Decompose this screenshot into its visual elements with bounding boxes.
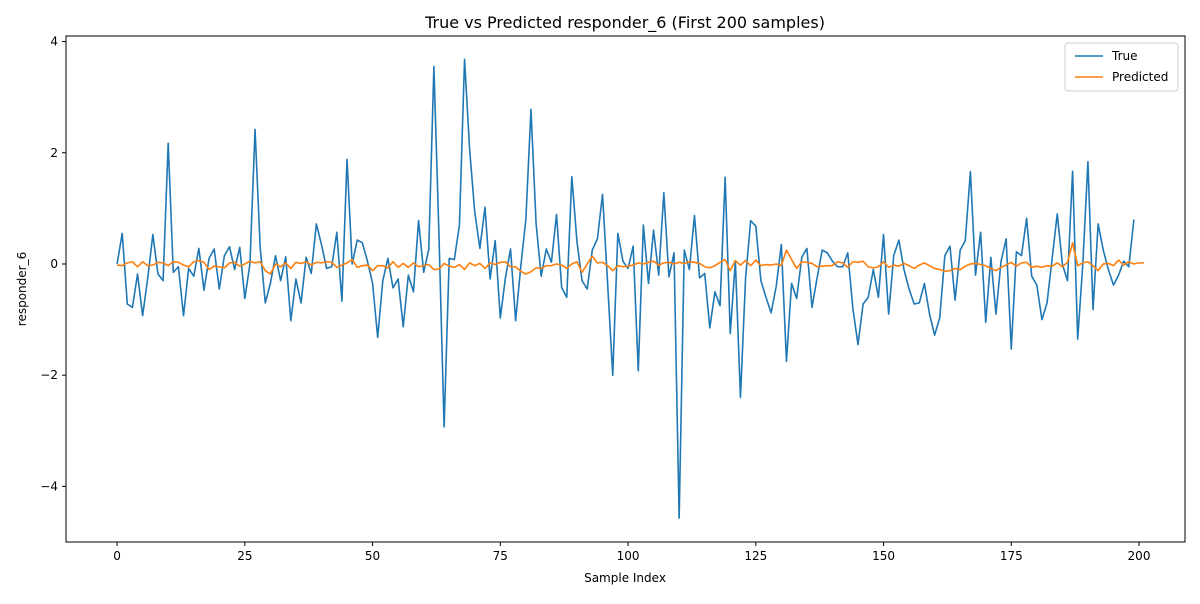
series-layer <box>116 58 1145 519</box>
y-tick-label: 2 <box>50 146 58 160</box>
x-tick-label: 150 <box>872 549 895 563</box>
x-axis: 0 25 50 75 100 125 150 175 200 <box>113 542 1150 563</box>
y-axis: −4 −2 0 2 4 <box>40 35 66 493</box>
x-tick-label: 200 <box>1128 549 1151 563</box>
x-tick-label: 0 <box>113 549 121 563</box>
legend-label: Predicted <box>1112 70 1168 84</box>
x-axis-label: Sample Index <box>584 571 666 585</box>
x-tick-label: 75 <box>493 549 508 563</box>
y-tick-label: 4 <box>50 35 58 49</box>
legend-label: True <box>1111 49 1138 63</box>
series-line-predicted <box>117 242 1145 275</box>
plot-area <box>65 35 1186 543</box>
legend-box <box>1064 42 1179 92</box>
legend: True Predicted <box>1064 42 1179 92</box>
plot-frame <box>65 35 1186 543</box>
x-tick-label: 100 <box>617 549 640 563</box>
series-line-true <box>116 58 1135 519</box>
x-tick-label: 125 <box>744 549 767 563</box>
y-tick-label: −4 <box>40 479 58 493</box>
chart-title: True vs Predicted responder_6 (First 200… <box>424 13 825 33</box>
y-axis-label: responder_6 <box>15 252 29 326</box>
y-tick-label: 0 <box>50 257 58 271</box>
x-tick-label: 175 <box>1000 549 1023 563</box>
y-tick-label: −2 <box>40 368 58 382</box>
x-tick-label: 25 <box>237 549 252 563</box>
x-tick-label: 50 <box>365 549 380 563</box>
